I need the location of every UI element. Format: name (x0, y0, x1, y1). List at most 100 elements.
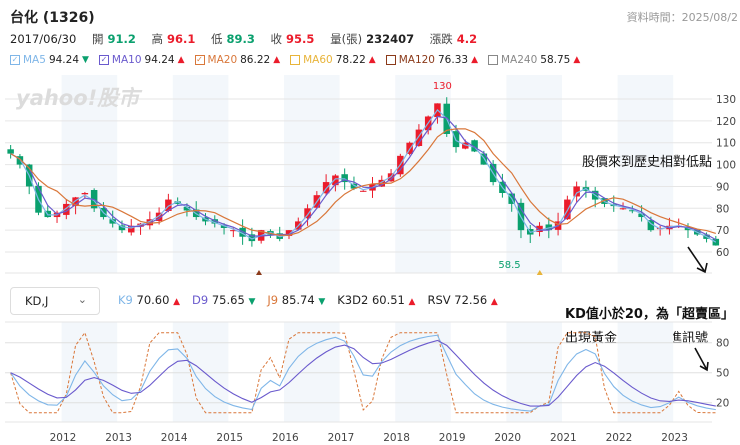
x-tick-label: 2020 (494, 432, 521, 444)
max-price-label: 130 (433, 81, 452, 92)
data-time: 資料時間：2025/08/2 (626, 11, 738, 24)
ma-value: 86.22 (240, 54, 271, 66)
candle-body (7, 149, 14, 154)
candle-body (387, 173, 395, 182)
candle-body (304, 208, 311, 219)
triangle-down-icon: ▼ (318, 297, 326, 307)
y-tick-label: 80 (716, 203, 729, 215)
x-tick-label: 2015 (216, 432, 243, 444)
kd-value: 60.51 (371, 293, 405, 307)
candle-body (332, 175, 339, 186)
candle-body (359, 190, 367, 192)
candle (211, 215, 219, 228)
checkbox-icon[interactable]: ✓ (98, 55, 109, 65)
candle (248, 227, 256, 247)
kd-label: K3D2 (337, 293, 369, 307)
high-label: 高 (151, 32, 163, 46)
candle (536, 222, 543, 237)
candle-body (248, 234, 256, 242)
checkbox-icon[interactable]: ✓ (10, 55, 20, 65)
candle (573, 181, 580, 203)
ma-label: MA20 (207, 54, 238, 66)
candle-body (341, 174, 348, 183)
y-tick-label: 60 (716, 247, 729, 259)
candle (332, 174, 339, 192)
arrow-icon (687, 246, 708, 274)
j-line (10, 331, 716, 414)
x-tick-label: 2021 (550, 432, 577, 444)
triangle-down-icon: ▼ (82, 55, 89, 65)
triangle-up-icon: ▲ (471, 55, 478, 65)
y-tick-label: 20 (716, 398, 729, 410)
candle (16, 154, 24, 169)
candle (109, 210, 116, 228)
x-tick-label: 2022 (606, 432, 633, 444)
ma-toggle-ma20[interactable]: ✓ MA20 86.22 ▲ (194, 54, 280, 66)
candle (165, 193, 172, 213)
ma-toggle-ma10[interactable]: ✓ MA10 94.24 ▲ (98, 54, 185, 66)
y-tick-label: 120 (716, 116, 736, 128)
ma-toggle-ma5[interactable]: ✓ MA5 94.24 ▼ (10, 54, 89, 66)
ma-label: MA240 (500, 54, 538, 66)
ma-label: MA120 (398, 54, 435, 66)
kd-legend-j9: J9 85.74 ▼ (267, 293, 325, 307)
kd-label: D9 (192, 293, 209, 307)
candle-body (322, 182, 330, 194)
price-chart: 60 70 80 90 100 110 120 130 130 58.5 (5, 75, 736, 275)
candle-body (128, 225, 135, 233)
ma10-line (10, 115, 717, 241)
ma-label: MA60 (303, 54, 333, 66)
candle-body (462, 142, 469, 149)
volume-value: 232407 (366, 32, 415, 46)
checkbox-icon[interactable]: ✓ (194, 55, 205, 65)
candle-body (211, 219, 219, 224)
x-tick-label: 2017 (328, 432, 355, 444)
x-tick-label: 2016 (272, 432, 299, 444)
ma-legend: ✓ MA5 94.24 ▼ ✓ MA10 94.24 ▲ ✓ MA20 86.22 ▲ MA60 78.2… (10, 54, 580, 66)
checkbox-icon[interactable] (290, 55, 301, 65)
d-line (10, 339, 716, 407)
checkbox-icon[interactable] (487, 55, 498, 65)
year-band (617, 75, 674, 273)
candle-body (220, 225, 228, 228)
min-price-label: 58.5 (498, 260, 520, 271)
kd-label: J9 (267, 293, 279, 307)
kd-value: 85.74 (281, 293, 315, 307)
low-value: 89.3 (226, 32, 255, 46)
ma-toggle-ma240[interactable]: MA240 58.75 ▲ (487, 54, 580, 66)
arrow-icon (694, 347, 709, 372)
triangle-up-icon: ▲ (408, 297, 416, 307)
price-annotation: 股價來到歷史相對低點 (582, 155, 713, 170)
candle (128, 219, 135, 236)
quote-date: 2017/06/30 (10, 32, 77, 46)
y-tick-label: 100 (716, 160, 736, 172)
year-band (395, 322, 451, 422)
candle-body (545, 224, 553, 231)
kd-legend-d9: D9 75.65 ▼ (192, 293, 255, 307)
candle (220, 223, 228, 235)
indicator-select-value: KD,J (25, 294, 49, 308)
ma-toggle-ma60[interactable]: MA60 78.22 ▲ (290, 54, 376, 66)
y-tick-label: 80 (716, 338, 729, 350)
x-tick-label: 2018 (383, 432, 410, 444)
candle-body (16, 156, 24, 165)
ma5-line (10, 109, 717, 243)
candle-body (638, 213, 645, 218)
candle-body (72, 197, 79, 207)
candle (322, 174, 330, 196)
stock-title: 台化 (1326) (10, 10, 95, 26)
x-tick-label: 2023 (661, 432, 688, 444)
candle-body (415, 129, 423, 146)
checkbox-icon[interactable] (385, 55, 396, 65)
ma-toggle-ma120[interactable]: MA120 76.33 ▲ (385, 54, 478, 66)
indicator-select[interactable]: KD,J ⌄ (10, 287, 100, 315)
open-value: 91.2 (107, 32, 136, 46)
k-line (10, 334, 716, 412)
quote-bar: 2017/06/30 開 91.2 高 96.1 低 89.3 收 95.5 量(張) 2… (10, 31, 481, 47)
year-band (506, 75, 562, 273)
year-band (395, 75, 451, 273)
year-band (284, 322, 340, 422)
year-band (284, 75, 340, 273)
kd-chart: 20 50 80 2012 2013 2014 2015 2016 2017 2018 2019 20… (5, 321, 729, 444)
low-label: 低 (211, 32, 223, 46)
